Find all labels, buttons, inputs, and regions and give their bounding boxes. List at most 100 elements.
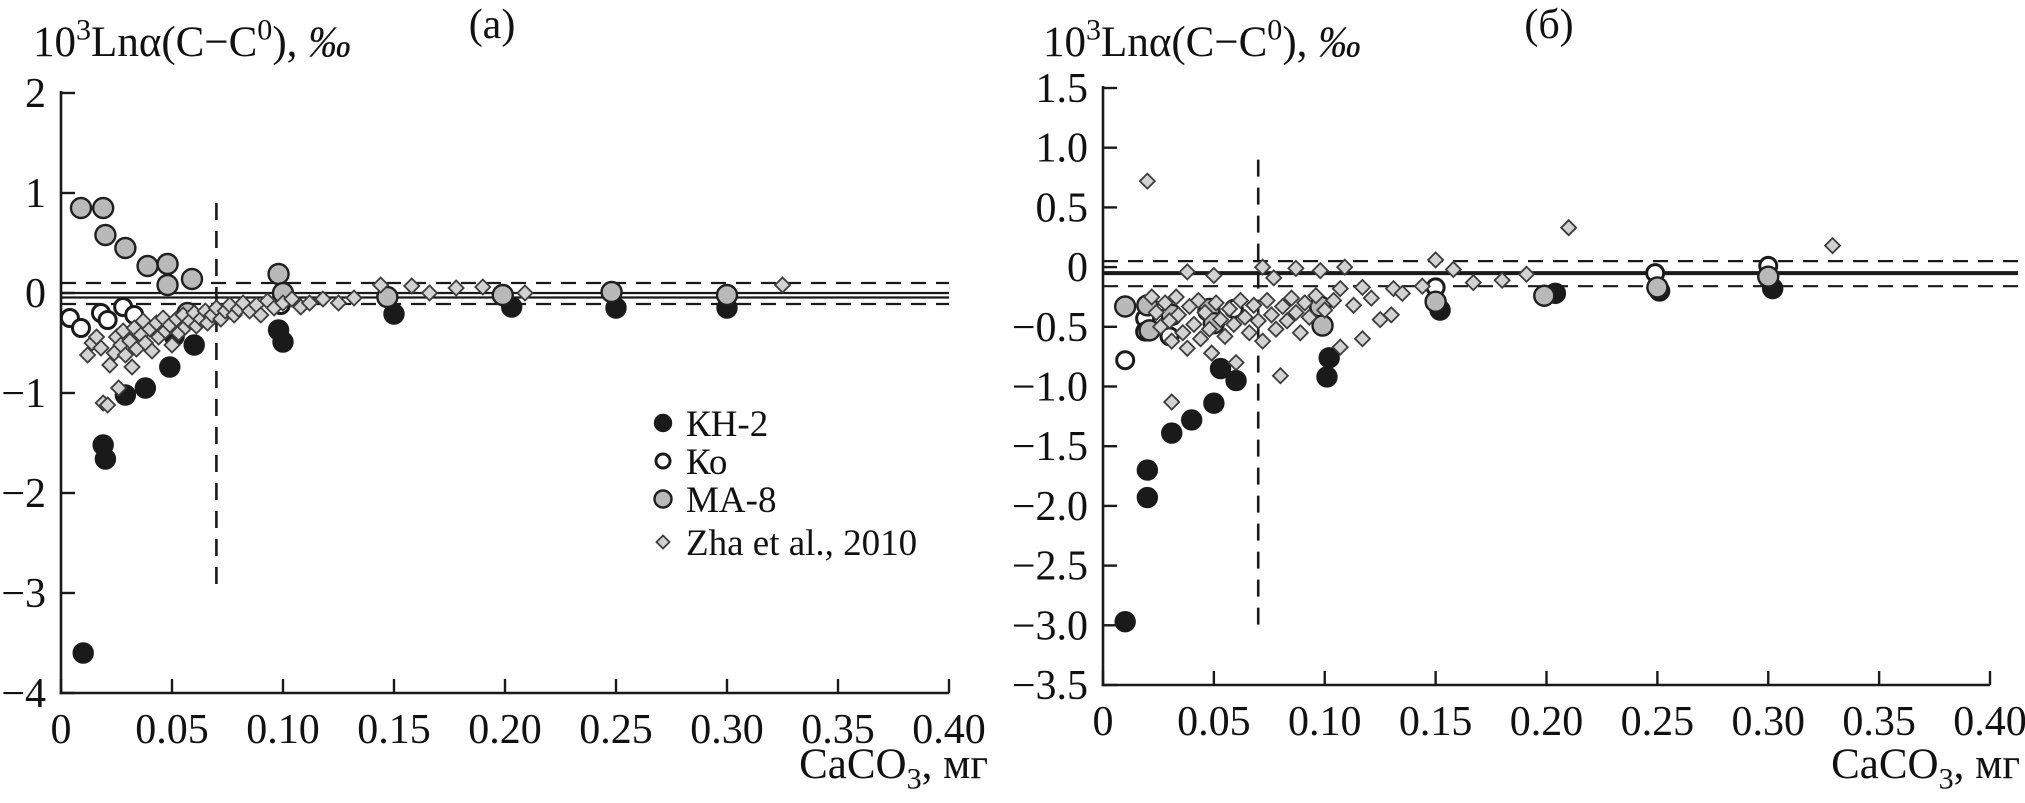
data-point-ma8 xyxy=(156,273,179,297)
data-point-zha xyxy=(1196,303,1214,322)
data-point-zha xyxy=(1262,306,1281,324)
data-point-zha xyxy=(1353,278,1372,297)
axis-title-part: 3 xyxy=(1086,13,1101,47)
data-point-zha xyxy=(1240,323,1259,342)
data-point-zha xyxy=(1393,284,1412,303)
data-point-zha xyxy=(78,346,97,364)
data-point-ma8 xyxy=(91,196,115,220)
reference-lines xyxy=(1103,159,2018,626)
x-axis-title: CaCO3, мг xyxy=(1831,741,2020,795)
data-point-zha xyxy=(1311,261,1330,280)
axis-title-part: , мг xyxy=(922,741,988,788)
data-point-zha xyxy=(345,289,363,307)
y-tick-label: −0.5 xyxy=(1012,305,1088,351)
data-point-zha xyxy=(1169,306,1188,324)
data-point-zha xyxy=(1273,297,1292,316)
x-tick-label: 0.10 xyxy=(1288,699,1362,745)
data-point-zha xyxy=(1191,329,1210,348)
axis-title-part: 3 xyxy=(1939,761,1954,795)
data-point-zha xyxy=(1344,296,1363,315)
data-point-zha xyxy=(300,294,319,312)
y-tick-label: −1.5 xyxy=(1012,424,1088,470)
data-point-ma8 xyxy=(1646,276,1669,299)
data-point-kh2 xyxy=(72,642,94,664)
data-point-zha xyxy=(329,294,348,312)
data-point-zha xyxy=(1245,296,1263,315)
data-point-zha xyxy=(1162,332,1181,350)
data-point-zha xyxy=(1267,320,1285,338)
data-point-zha xyxy=(98,396,117,414)
data-point-zha xyxy=(109,379,128,397)
y-tick-label: −2 xyxy=(1,471,46,517)
data-point-kh2 xyxy=(272,331,294,353)
legend-label-zha: Zha et al., 2010 xyxy=(686,523,917,564)
data-point-zha xyxy=(1258,291,1276,310)
data-point-kh2 xyxy=(1318,347,1340,369)
y-tick-label: −1.0 xyxy=(1012,365,1088,411)
data-point-zha xyxy=(1331,338,1350,356)
data-point-zha xyxy=(371,276,390,294)
data-point-kh2 xyxy=(1203,392,1225,414)
x-tick-label: 0.20 xyxy=(468,707,542,753)
data-point-zha xyxy=(1216,327,1234,346)
data-point-zha xyxy=(283,290,301,308)
y-tick-label: −2.5 xyxy=(1012,544,1088,590)
data-point-zha xyxy=(447,279,465,297)
data-point-ma8 xyxy=(136,254,159,278)
x-tick-label: 0.15 xyxy=(1399,699,1473,745)
axis-title-part: 10 xyxy=(1043,19,1086,66)
data-point-kh2 xyxy=(1136,486,1159,509)
data-point-zha xyxy=(252,306,270,324)
data-point-ma8 xyxy=(1113,295,1137,318)
data-point-zha xyxy=(1143,288,1161,306)
y-axis-title: 103Lnα(C−C0), ‰ xyxy=(1043,13,1361,66)
legend-label-kh2: КН-2 xyxy=(686,404,768,445)
data-point-ma8 xyxy=(715,283,739,307)
data-point-ma8 xyxy=(600,280,623,304)
y-tick-label: −3 xyxy=(1,571,46,617)
x-tick-label: 0.25 xyxy=(579,707,653,753)
y-tick-label: 0 xyxy=(1067,245,1088,291)
y-tick-label: 1.5 xyxy=(1036,66,1089,112)
x-tick-label: 0.25 xyxy=(1621,699,1695,745)
data-point-ma8 xyxy=(114,236,137,260)
data-point-zha xyxy=(1823,236,1842,255)
data-point-ma8 xyxy=(1424,290,1447,313)
data-point-zha xyxy=(773,276,792,294)
data-point-zha xyxy=(1331,279,1350,298)
data-point-zha xyxy=(1287,303,1305,322)
data-point-zha xyxy=(1211,310,1230,329)
data-point-ma8 xyxy=(94,223,117,247)
x-tick-label: 0.30 xyxy=(690,707,764,753)
data-point-zha xyxy=(1426,251,1445,269)
data-point-zha xyxy=(420,284,439,302)
data-point-zha xyxy=(1249,312,1267,330)
x-tick-label: 0 xyxy=(51,707,72,753)
data-point-zha xyxy=(1220,300,1239,318)
data-point-zha xyxy=(163,336,181,354)
data-point-ma8 xyxy=(1757,265,1780,288)
x-tick-label: 0.05 xyxy=(135,707,209,753)
data-point-kh2 xyxy=(1209,357,1232,380)
data-point-zha xyxy=(1315,301,1334,319)
data-point-ma8 xyxy=(180,267,204,291)
data-point-kh2 xyxy=(159,356,181,378)
data-point-zha xyxy=(92,339,110,357)
data-point-ko xyxy=(97,310,118,330)
data-point-zha xyxy=(1207,294,1225,312)
data-point-zha xyxy=(1174,323,1192,342)
panel-label: (а) xyxy=(469,2,516,48)
x-tick-label: 0.40 xyxy=(1953,699,2025,745)
legend-label-ma8: МА-8 xyxy=(686,480,776,521)
legend-marker-kh2 xyxy=(653,413,673,433)
x-tick-label: 0.15 xyxy=(357,707,431,753)
data-point-zha xyxy=(1307,286,1325,305)
axis-title-part: CaCO xyxy=(799,741,907,788)
data-point-zha xyxy=(1413,277,1432,295)
data-point-ko xyxy=(1115,350,1136,371)
y-tick-label: 1.0 xyxy=(1036,126,1089,172)
legend-label-ko: Ко xyxy=(686,442,727,483)
data-point-kh2 xyxy=(1136,459,1159,481)
axis-title-part: ‰ xyxy=(308,19,351,66)
